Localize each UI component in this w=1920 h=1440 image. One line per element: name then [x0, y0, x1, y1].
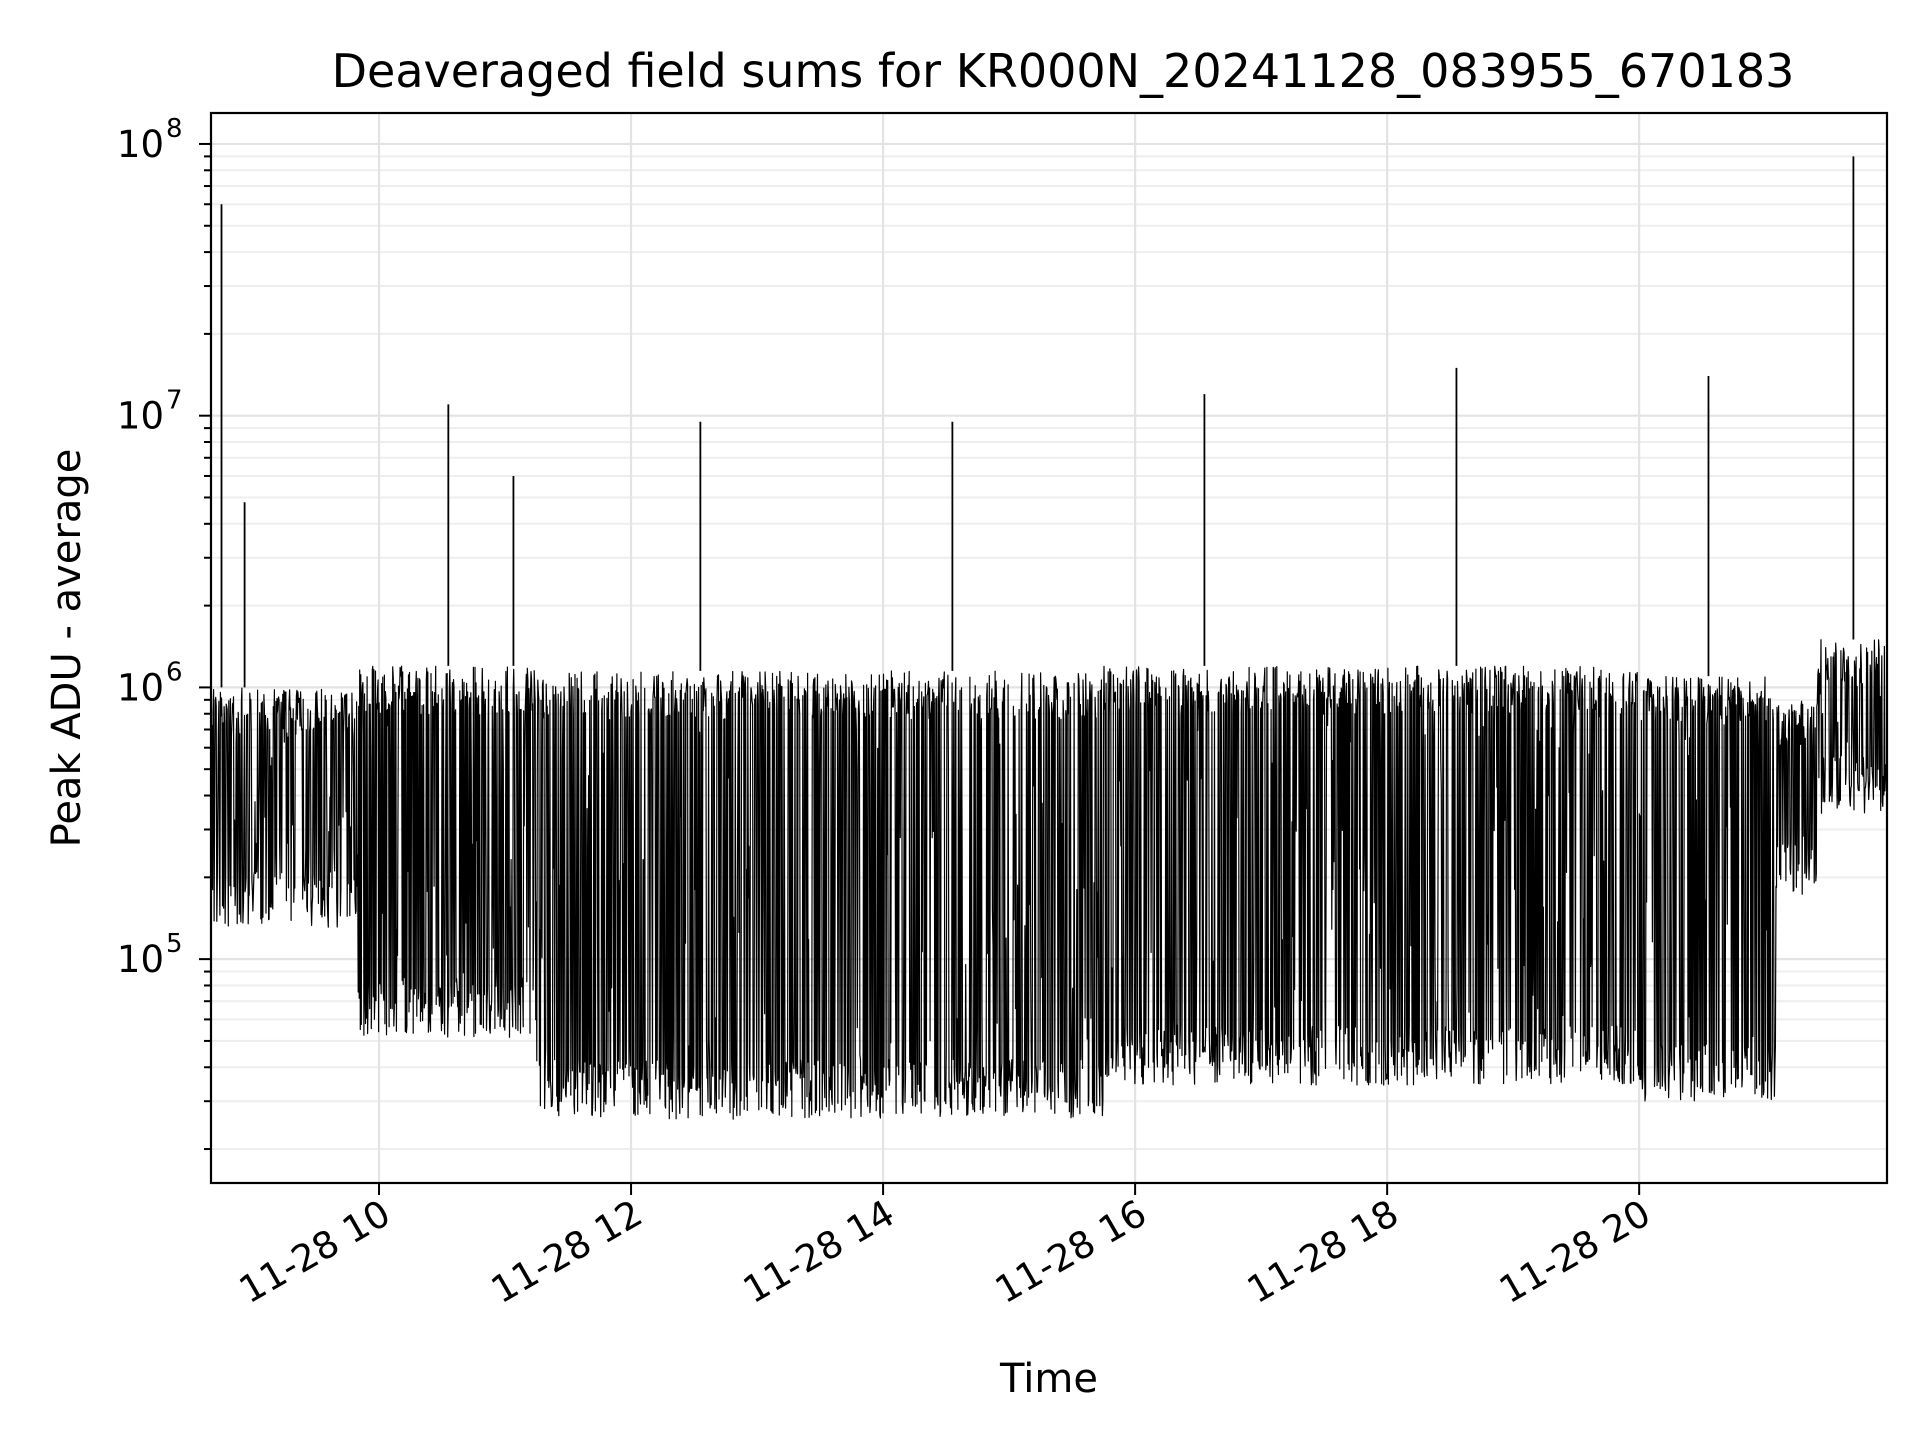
series-line — [210, 639, 1888, 1120]
y-tick-base: 10 — [117, 938, 164, 981]
y-tick-exponent: 7 — [166, 386, 183, 416]
y-tick-base: 10 — [117, 666, 164, 709]
grid — [211, 113, 1887, 1183]
y-axis-label: Peak ADU - average — [44, 449, 90, 848]
y-tick-label: 10 7 — [117, 386, 183, 438]
x-axis-label: Time — [999, 1356, 1098, 1402]
y-tick-base: 10 — [117, 395, 164, 438]
y-tick-exponent: 6 — [166, 657, 183, 687]
y-tick-label: 10 5 — [117, 929, 183, 981]
chart-title: Deaveraged field sums for KR000N_2024112… — [332, 44, 1795, 98]
y-tick-exponent: 8 — [166, 114, 183, 144]
y-tick-label: 10 6 — [117, 657, 183, 709]
y-tick-base: 10 — [117, 123, 164, 166]
y-tick-exponent: 5 — [166, 929, 183, 959]
y-tick-label: 10 8 — [117, 114, 183, 166]
plot-frame — [209, 111, 1889, 1185]
series — [210, 156, 1888, 1120]
